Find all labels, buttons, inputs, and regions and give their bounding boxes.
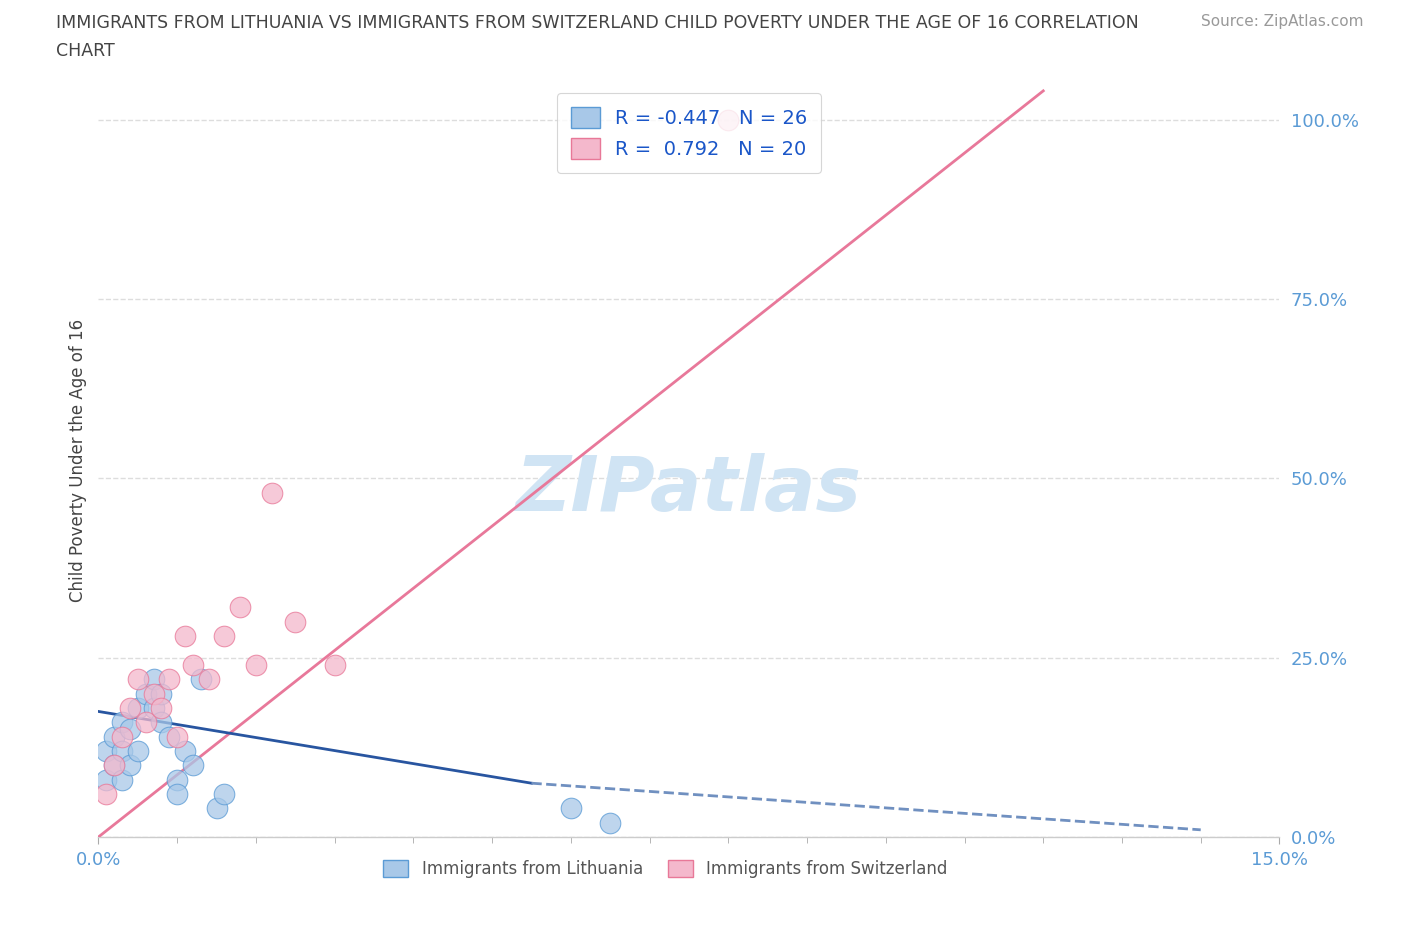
Point [166, 772, 188, 787]
Point [135, 715, 157, 730]
Point [118, 722, 141, 737]
Point [111, 715, 134, 730]
Text: ZIPatlas: ZIPatlas [516, 454, 862, 527]
Point [205, 801, 228, 816]
Point [150, 715, 173, 730]
Point [181, 658, 204, 672]
Point [103, 729, 125, 744]
Text: CHART: CHART [56, 42, 115, 60]
Point [181, 758, 204, 773]
Point [157, 729, 180, 744]
Point [127, 671, 149, 686]
Point [214, 629, 236, 644]
Point [142, 671, 165, 686]
Point [229, 600, 252, 615]
Point [135, 686, 157, 701]
Point [127, 743, 149, 758]
Point [96, 772, 118, 787]
Point [118, 758, 141, 773]
Point [284, 615, 307, 630]
Point [197, 671, 219, 686]
Point [599, 816, 621, 830]
Point [166, 787, 188, 802]
Point [111, 743, 134, 758]
Point [118, 700, 141, 715]
Point [190, 671, 212, 686]
Point [717, 113, 740, 127]
Point [174, 629, 197, 644]
Point [166, 729, 188, 744]
Legend: Immigrants from Lithuania, Immigrants from Switzerland: Immigrants from Lithuania, Immigrants fr… [377, 854, 955, 885]
Point [111, 772, 134, 787]
Point [260, 485, 283, 500]
Text: Source: ZipAtlas.com: Source: ZipAtlas.com [1201, 14, 1364, 29]
Point [323, 658, 346, 672]
Text: IMMIGRANTS FROM LITHUANIA VS IMMIGRANTS FROM SWITZERLAND CHILD POVERTY UNDER THE: IMMIGRANTS FROM LITHUANIA VS IMMIGRANTS … [56, 14, 1139, 32]
Point [127, 700, 149, 715]
Point [142, 700, 165, 715]
Point [96, 743, 118, 758]
Point [157, 671, 180, 686]
Point [103, 758, 125, 773]
Point [214, 787, 236, 802]
Y-axis label: Child Poverty Under the Age of 16: Child Poverty Under the Age of 16 [69, 319, 87, 602]
Point [103, 758, 125, 773]
Point [174, 743, 197, 758]
Point [150, 700, 173, 715]
Point [96, 787, 118, 802]
Point [111, 729, 134, 744]
Point [150, 686, 173, 701]
Point [560, 801, 582, 816]
Point [142, 686, 165, 701]
Point [245, 658, 267, 672]
